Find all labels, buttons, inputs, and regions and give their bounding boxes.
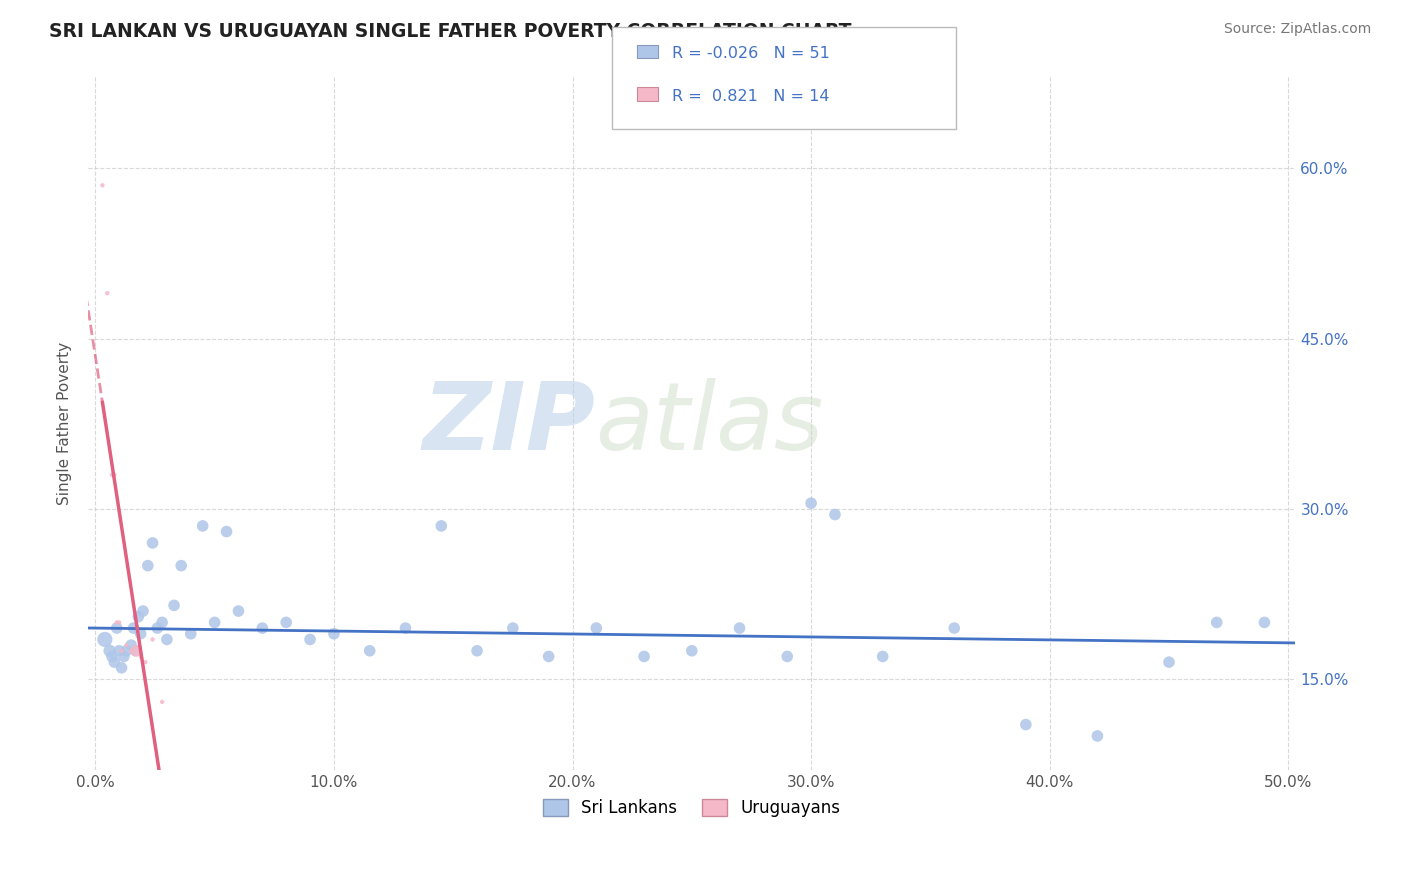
Point — [1015, 717, 1038, 731]
Point — [98, 644, 121, 658]
Point — [252, 621, 274, 635]
Text: ZIP: ZIP — [422, 377, 595, 470]
Point — [91, 178, 114, 193]
Point — [824, 508, 846, 522]
Text: R = -0.026   N = 51: R = -0.026 N = 51 — [672, 45, 830, 61]
Point — [129, 649, 152, 664]
Point — [108, 615, 131, 630]
Point — [115, 644, 138, 658]
Point — [180, 626, 202, 640]
Point — [394, 621, 416, 635]
Point — [1205, 615, 1227, 630]
Point — [191, 519, 214, 533]
Point — [134, 655, 156, 669]
Point — [101, 649, 124, 664]
Point — [108, 644, 131, 658]
Point — [228, 604, 250, 618]
Point — [872, 649, 894, 664]
Point — [110, 644, 132, 658]
Y-axis label: Single Father Poverty: Single Father Poverty — [58, 343, 72, 505]
Point — [322, 626, 344, 640]
Point — [156, 632, 179, 647]
Point — [215, 524, 238, 539]
Point — [150, 695, 173, 709]
Point — [633, 649, 655, 664]
Point — [943, 621, 966, 635]
Point — [502, 621, 524, 635]
Point — [120, 644, 142, 658]
Point — [127, 609, 149, 624]
Point — [103, 655, 125, 669]
Point — [125, 644, 148, 658]
Point — [120, 638, 142, 652]
Text: Source: ZipAtlas.com: Source: ZipAtlas.com — [1223, 22, 1371, 37]
Point — [430, 519, 453, 533]
Point — [299, 632, 322, 647]
Legend: Sri Lankans, Uruguayans: Sri Lankans, Uruguayans — [536, 792, 848, 824]
Point — [122, 621, 145, 635]
Point — [110, 661, 132, 675]
Point — [728, 621, 751, 635]
Point — [112, 649, 135, 664]
Point — [163, 599, 186, 613]
Point — [1087, 729, 1109, 743]
Text: R =  0.821   N = 14: R = 0.821 N = 14 — [672, 89, 830, 103]
Point — [105, 615, 128, 630]
Point — [103, 467, 125, 482]
Point — [537, 649, 560, 664]
Point — [105, 621, 128, 635]
Point — [585, 621, 607, 635]
Point — [94, 632, 117, 647]
Point — [125, 644, 148, 658]
Text: atlas: atlas — [595, 378, 824, 469]
Point — [800, 496, 823, 510]
Point — [96, 286, 118, 301]
Text: SRI LANKAN VS URUGUAYAN SINGLE FATHER POVERTY CORRELATION CHART: SRI LANKAN VS URUGUAYAN SINGLE FATHER PO… — [49, 22, 852, 41]
Point — [776, 649, 799, 664]
Point — [101, 467, 124, 482]
Point — [276, 615, 298, 630]
Point — [170, 558, 193, 573]
Point — [132, 604, 155, 618]
Point — [1253, 615, 1275, 630]
Point — [146, 621, 169, 635]
Point — [136, 558, 159, 573]
Point — [142, 536, 165, 550]
Point — [465, 644, 488, 658]
Point — [204, 615, 226, 630]
Point — [150, 615, 173, 630]
Point — [115, 638, 138, 652]
Point — [1157, 655, 1180, 669]
Point — [129, 626, 152, 640]
Point — [359, 644, 381, 658]
Point — [681, 644, 703, 658]
Point — [142, 632, 165, 647]
